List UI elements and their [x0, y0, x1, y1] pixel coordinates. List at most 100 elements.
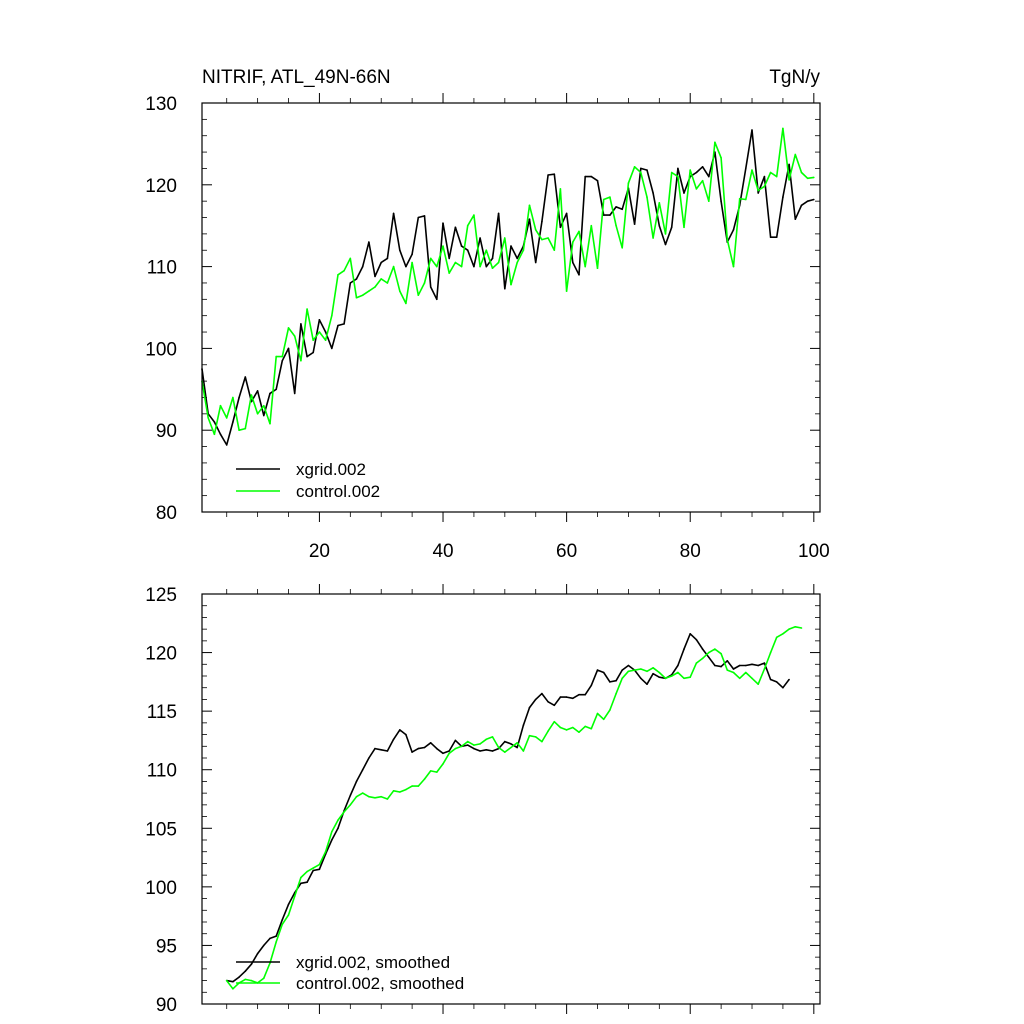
data-point-control-002	[633, 166, 636, 168]
data-point-xgrid-002-smoothed	[788, 678, 790, 681]
data-point-control-002-smoothed	[429, 770, 432, 772]
data-point-xgrid-002-smoothed	[695, 638, 698, 641]
data-point-control-002-smoothed	[442, 763, 444, 765]
data-point-xgrid-002-smoothed	[318, 868, 321, 871]
data-point-xgrid-002	[658, 224, 661, 227]
data-point-xgrid-002-smoothed	[491, 750, 494, 752]
y-tick-label: 100	[145, 878, 177, 899]
data-point-control-002-smoothed	[559, 726, 562, 729]
data-point-control-002-smoothed	[473, 744, 475, 746]
data-point-control-002	[664, 233, 667, 235]
data-point-control-002-smoothed	[565, 729, 568, 731]
data-point-control-002	[454, 261, 457, 264]
top-legend: xgrid.002 control.002	[236, 460, 380, 501]
top-axis-ticks: 80 90 100 110 120 130 20 40 60 80 100	[145, 93, 830, 562]
data-point-xgrid-002	[602, 214, 605, 216]
y-tick-label: 90	[156, 421, 177, 442]
data-point-xgrid-002	[349, 282, 352, 284]
data-point-xgrid-002	[473, 265, 475, 268]
data-point-control-002-smoothed	[516, 742, 518, 744]
data-point-control-002	[331, 314, 333, 317]
data-point-control-002	[399, 290, 401, 292]
data-point-control-002	[763, 185, 766, 188]
x-tick-label: 40	[432, 541, 453, 562]
data-point-xgrid-002-smoothed	[596, 669, 599, 671]
data-point-xgrid-002	[559, 226, 562, 229]
data-point-control-002	[442, 245, 444, 247]
data-point-control-002-smoothed	[646, 670, 648, 673]
data-point-xgrid-002-smoothed	[238, 976, 240, 978]
y-tick-label: 80	[156, 503, 177, 524]
data-point-control-002	[615, 224, 617, 227]
data-point-xgrid-002-smoothed	[244, 970, 247, 972]
data-point-xgrid-002	[225, 444, 228, 446]
data-point-control-002-smoothed	[374, 797, 376, 799]
data-point-xgrid-002-smoothed	[646, 683, 648, 685]
data-point-xgrid-002	[497, 212, 500, 215]
data-point-xgrid-002	[763, 175, 766, 178]
data-point-control-002	[794, 153, 797, 156]
data-point-xgrid-002-smoothed	[263, 944, 265, 947]
data-point-control-002	[726, 238, 729, 241]
data-point-xgrid-002	[386, 257, 389, 260]
data-point-control-002-smoothed	[392, 790, 395, 792]
data-point-xgrid-002	[633, 223, 636, 225]
top-panel: NITRIF, ATL_49N-66N TgN/y 80 90 100 110 120 1…	[145, 67, 829, 562]
data-point-control-002-smoothed	[293, 895, 296, 897]
data-point-xgrid-002-smoothed	[732, 668, 735, 670]
data-point-xgrid-002	[460, 245, 463, 247]
data-point-control-002-smoothed	[263, 977, 265, 979]
data-point-control-002	[670, 171, 673, 174]
data-point-xgrid-002	[300, 323, 302, 325]
data-point-control-002-smoothed	[528, 734, 531, 737]
data-point-xgrid-002	[331, 347, 333, 350]
data-point-xgrid-002	[708, 175, 710, 178]
data-point-xgrid-002-smoothed	[547, 701, 549, 703]
data-point-control-002	[238, 429, 240, 432]
data-point-xgrid-002	[213, 421, 216, 423]
data-point-xgrid-002	[547, 174, 549, 176]
data-point-control-002-smoothed	[708, 651, 710, 654]
data-point-control-002	[738, 197, 741, 200]
data-point-control-002-smoothed	[318, 863, 321, 866]
data-point-control-002	[769, 171, 772, 174]
data-point-control-002	[522, 249, 525, 251]
data-point-xgrid-002	[287, 347, 290, 350]
data-point-control-002-smoothed	[244, 978, 247, 981]
data-point-xgrid-002	[312, 351, 315, 354]
y-tick-label: 95	[156, 936, 177, 957]
data-point-control-002-smoothed	[337, 819, 339, 821]
data-point-xgrid-002	[324, 331, 327, 333]
data-point-xgrid-002	[596, 179, 599, 182]
data-point-xgrid-002	[528, 218, 531, 220]
y-tick-label: 110	[147, 761, 177, 782]
data-point-xgrid-002-smoothed	[578, 693, 580, 696]
bottom-legend: xgrid.002, smoothed control.002, smoothe…	[236, 953, 464, 993]
data-point-xgrid-002	[454, 226, 457, 229]
data-point-control-002	[782, 127, 784, 130]
data-point-control-002	[640, 171, 642, 174]
data-point-control-002	[596, 267, 599, 270]
data-point-xgrid-002-smoothed	[510, 743, 512, 745]
data-point-xgrid-002	[806, 200, 809, 202]
data-point-control-002	[497, 261, 500, 264]
data-point-control-002-smoothed	[491, 736, 494, 738]
data-point-xgrid-002-smoothed	[683, 648, 685, 650]
data-point-control-002-smoothed	[633, 669, 636, 671]
data-point-control-002-smoothed	[232, 988, 234, 990]
data-point-xgrid-002	[720, 200, 722, 202]
data-point-control-002-smoothed	[534, 736, 537, 738]
data-point-control-002	[429, 257, 432, 260]
data-point-xgrid-002	[392, 212, 395, 215]
data-point-xgrid-002-smoothed	[658, 676, 661, 678]
data-point-xgrid-002-smoothed	[429, 742, 432, 744]
units-label: TgN/y	[769, 67, 820, 88]
data-point-xgrid-002-smoothed	[355, 780, 358, 783]
data-point-xgrid-002-smoothed	[714, 664, 716, 667]
data-point-control-002	[683, 226, 685, 229]
data-point-control-002-smoothed	[343, 811, 345, 813]
data-point-xgrid-002	[788, 163, 790, 166]
data-point-control-002-smoothed	[380, 795, 383, 798]
data-point-xgrid-002-smoothed	[281, 918, 284, 921]
data-point-control-002	[491, 267, 494, 270]
